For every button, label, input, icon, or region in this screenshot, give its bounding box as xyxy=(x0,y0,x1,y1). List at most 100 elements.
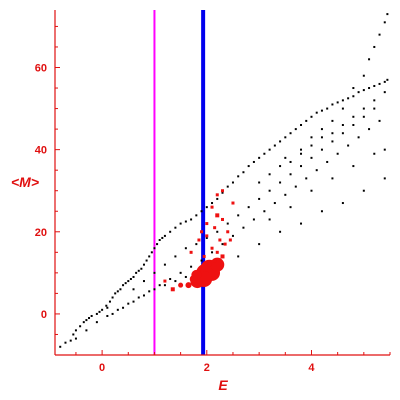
highlight-point xyxy=(170,287,175,292)
y-tick-label: 40 xyxy=(35,145,47,157)
data-point xyxy=(336,101,339,104)
highlight-point xyxy=(205,222,209,226)
data-point xyxy=(386,78,389,81)
data-point xyxy=(368,128,371,131)
data-point xyxy=(85,319,88,322)
highlight-point xyxy=(189,250,193,254)
data-point xyxy=(142,294,145,297)
data-point xyxy=(221,243,224,246)
y-tick-label: 60 xyxy=(35,63,47,75)
data-point xyxy=(69,339,72,342)
data-point xyxy=(357,91,360,94)
data-point xyxy=(137,296,140,299)
data-points xyxy=(59,13,389,348)
vertical-lines xyxy=(153,10,206,355)
data-point xyxy=(263,152,266,155)
highlight-point xyxy=(213,226,217,230)
data-point xyxy=(331,140,334,143)
data-point xyxy=(116,308,119,311)
data-point xyxy=(140,267,143,270)
x-tick-label: 4 xyxy=(308,362,315,374)
data-point xyxy=(289,206,292,209)
data-point xyxy=(362,89,365,92)
data-point xyxy=(211,251,214,254)
data-point xyxy=(305,119,308,122)
data-point xyxy=(300,148,303,151)
highlight-point xyxy=(213,259,217,263)
data-point xyxy=(127,280,130,283)
data-point xyxy=(106,314,109,317)
data-point xyxy=(352,165,355,168)
data-point xyxy=(135,271,138,274)
data-point xyxy=(142,263,145,266)
highlight-point xyxy=(221,189,224,193)
data-point xyxy=(284,193,287,196)
data-point xyxy=(279,181,282,184)
data-point xyxy=(174,255,177,258)
data-point xyxy=(242,171,245,174)
data-point xyxy=(362,189,365,192)
data-point xyxy=(252,160,255,163)
data-point xyxy=(163,263,166,266)
x-tick-label: 0 xyxy=(99,362,105,374)
data-point xyxy=(373,84,376,87)
data-point xyxy=(294,185,297,188)
data-point xyxy=(247,165,250,168)
data-point xyxy=(279,140,282,143)
data-point xyxy=(326,107,329,110)
data-point xyxy=(383,148,386,151)
data-point xyxy=(341,202,344,205)
data-point xyxy=(211,202,214,205)
data-point xyxy=(95,312,98,315)
data-point xyxy=(231,234,234,237)
data-point xyxy=(268,173,271,176)
data-point xyxy=(237,214,240,217)
data-point xyxy=(310,156,313,159)
data-point xyxy=(315,169,318,172)
data-point xyxy=(273,144,276,147)
highlight-point xyxy=(200,230,204,234)
data-point xyxy=(174,226,177,229)
data-point xyxy=(114,292,117,295)
data-point xyxy=(347,144,350,147)
data-point xyxy=(310,136,313,139)
data-point xyxy=(352,124,355,126)
data-point xyxy=(378,33,381,36)
data-point xyxy=(352,87,355,90)
data-point xyxy=(289,132,292,135)
data-point xyxy=(362,74,365,77)
data-point xyxy=(226,185,229,188)
data-point xyxy=(158,284,161,287)
data-point xyxy=(116,290,119,293)
x-tick-label: 2 xyxy=(204,362,210,374)
data-point xyxy=(373,99,376,102)
data-point xyxy=(184,220,187,223)
data-point xyxy=(373,152,376,155)
data-point xyxy=(205,236,208,239)
data-point xyxy=(373,107,376,110)
highlight-point xyxy=(215,193,219,197)
data-point xyxy=(383,91,386,94)
data-point xyxy=(142,280,145,283)
data-point xyxy=(72,333,75,336)
data-point xyxy=(216,230,219,233)
data-point xyxy=(268,218,271,221)
data-point xyxy=(252,218,255,221)
highlight-point xyxy=(228,238,232,242)
data-point xyxy=(179,271,182,274)
data-point xyxy=(368,58,371,61)
data-point xyxy=(59,345,62,348)
data-point xyxy=(79,325,82,328)
data-point xyxy=(190,218,193,221)
highlight-point xyxy=(221,217,224,221)
data-point xyxy=(300,165,303,168)
data-point xyxy=(289,173,292,176)
data-point xyxy=(156,243,159,246)
highlight-point xyxy=(231,201,235,205)
data-point xyxy=(111,296,114,299)
highlight-point xyxy=(226,230,230,234)
data-point xyxy=(184,247,187,250)
data-point xyxy=(378,82,381,85)
